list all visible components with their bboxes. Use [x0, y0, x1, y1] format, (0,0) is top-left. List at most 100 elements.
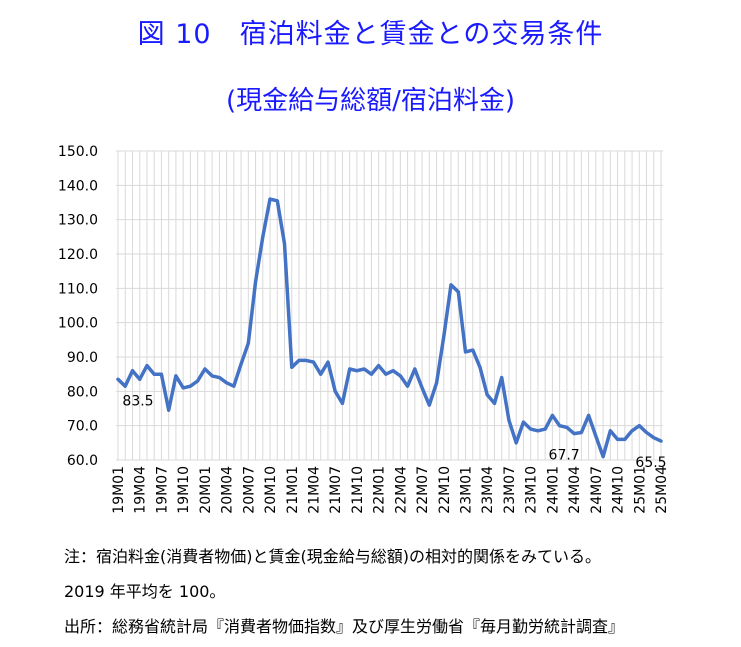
line-chart: 150.0 140.0 130.0 120.0 110.0 100.0 90.0 80.0 70…	[58, 144, 670, 514]
x-tick-label: 19M07	[154, 466, 170, 514]
x-tick-label: 21M04	[306, 466, 322, 514]
x-tick-label: 24M04	[567, 466, 583, 514]
data-point	[608, 429, 612, 433]
data-point	[181, 386, 185, 390]
x-tick-label: 19M01	[111, 466, 127, 514]
data-point	[659, 439, 663, 443]
data-point	[152, 372, 156, 376]
data-point	[550, 413, 554, 417]
data-point	[449, 283, 453, 287]
data-point	[123, 384, 127, 388]
data-point	[485, 393, 489, 397]
data-point	[406, 384, 410, 388]
data-point	[261, 235, 265, 239]
x-tick-label: 22M07	[415, 466, 431, 514]
x-tick-label: 21M07	[328, 466, 344, 514]
y-tick-label: 110.0	[58, 281, 98, 297]
data-point	[348, 367, 352, 371]
data-point	[167, 408, 171, 412]
data-point	[333, 389, 337, 393]
data-point	[601, 455, 605, 459]
data-point	[435, 381, 439, 385]
x-tick-label: 23M04	[480, 466, 496, 514]
y-tick-label: 120.0	[58, 247, 98, 263]
data-point	[369, 372, 373, 376]
data-point	[507, 419, 511, 423]
x-tick-label: 22M01	[372, 466, 388, 514]
data-point	[355, 369, 359, 373]
data-point	[254, 279, 258, 283]
data-point	[391, 369, 395, 373]
x-tick-label: 24M01	[545, 466, 561, 514]
data-point	[478, 365, 482, 369]
x-tick-label: 19M10	[176, 466, 192, 514]
data-point	[543, 427, 547, 431]
x-tick-label: 21M10	[350, 466, 366, 514]
data-point	[188, 384, 192, 388]
y-tick-label: 90.0	[67, 350, 98, 366]
data-label: 67.7	[549, 448, 580, 464]
data-point	[456, 290, 460, 294]
data-point	[645, 431, 649, 435]
data-point	[565, 425, 569, 429]
data-point	[384, 372, 388, 376]
data-point	[492, 401, 496, 405]
y-tick-label: 140.0	[58, 178, 98, 194]
data-point	[210, 374, 214, 378]
x-tick-label: 22M04	[393, 466, 409, 514]
data-point	[275, 199, 279, 203]
data-point	[196, 379, 200, 383]
data-label: 83.5	[122, 393, 153, 409]
data-point	[362, 367, 366, 371]
series-line	[116, 197, 663, 459]
x-tick-label: 23M10	[524, 466, 540, 514]
data-point	[297, 358, 301, 362]
x-tick-label: 20M04	[220, 466, 236, 514]
data-point	[637, 424, 641, 428]
data-point	[174, 374, 178, 378]
data-point	[587, 413, 591, 417]
data-point	[159, 372, 163, 376]
data-point	[398, 374, 402, 378]
chart-title: 図 10 宿泊料金と賃金との交易条件	[137, 19, 604, 50]
x-tick-label: 20M01	[198, 466, 214, 514]
data-point	[572, 432, 576, 436]
data-point	[630, 429, 634, 433]
data-point	[594, 434, 598, 438]
data-point	[558, 424, 562, 428]
x-tick-label: 20M10	[263, 466, 279, 514]
y-tick-label: 100.0	[58, 316, 98, 332]
x-tick-label: 25M01	[632, 466, 648, 514]
data-point	[246, 341, 250, 345]
x-tick-label: 24M10	[611, 466, 627, 514]
data-point	[616, 437, 620, 441]
data-point	[217, 376, 221, 380]
data-point	[319, 372, 323, 376]
data-point	[427, 403, 431, 407]
data-point	[225, 381, 229, 385]
data-point	[521, 420, 525, 424]
data-point	[500, 376, 504, 380]
x-tick-label: 21M01	[285, 466, 301, 514]
y-tick-label: 150.0	[58, 144, 98, 160]
data-point	[579, 431, 583, 435]
note-text: 注：宿泊料金(消費者物価)と賃金(現金給与総額)の相対的関係をみている。	[64, 547, 601, 566]
x-tick-label: 23M07	[502, 466, 518, 514]
y-tick-label: 130.0	[58, 213, 98, 229]
data-label: 65.5	[635, 455, 666, 471]
chart-subtitle: (現金給与総額/宿泊料金)	[225, 86, 516, 116]
x-tick-label: 25M04	[654, 466, 670, 514]
data-point	[471, 348, 475, 352]
source-text: 出所：総務省統計局『消費者物価指数』及び厚生労働省『毎月勤労統計調査』	[64, 617, 625, 636]
data-point	[283, 242, 287, 246]
data-point	[420, 386, 424, 390]
data-point	[304, 358, 308, 362]
data-point	[623, 437, 627, 441]
data-point	[340, 401, 344, 405]
data-point	[652, 436, 656, 440]
data-point	[239, 362, 243, 366]
x-tick-label: 19M04	[133, 466, 149, 514]
data-point	[529, 427, 533, 431]
data-point	[413, 367, 417, 371]
data-point	[464, 350, 468, 354]
